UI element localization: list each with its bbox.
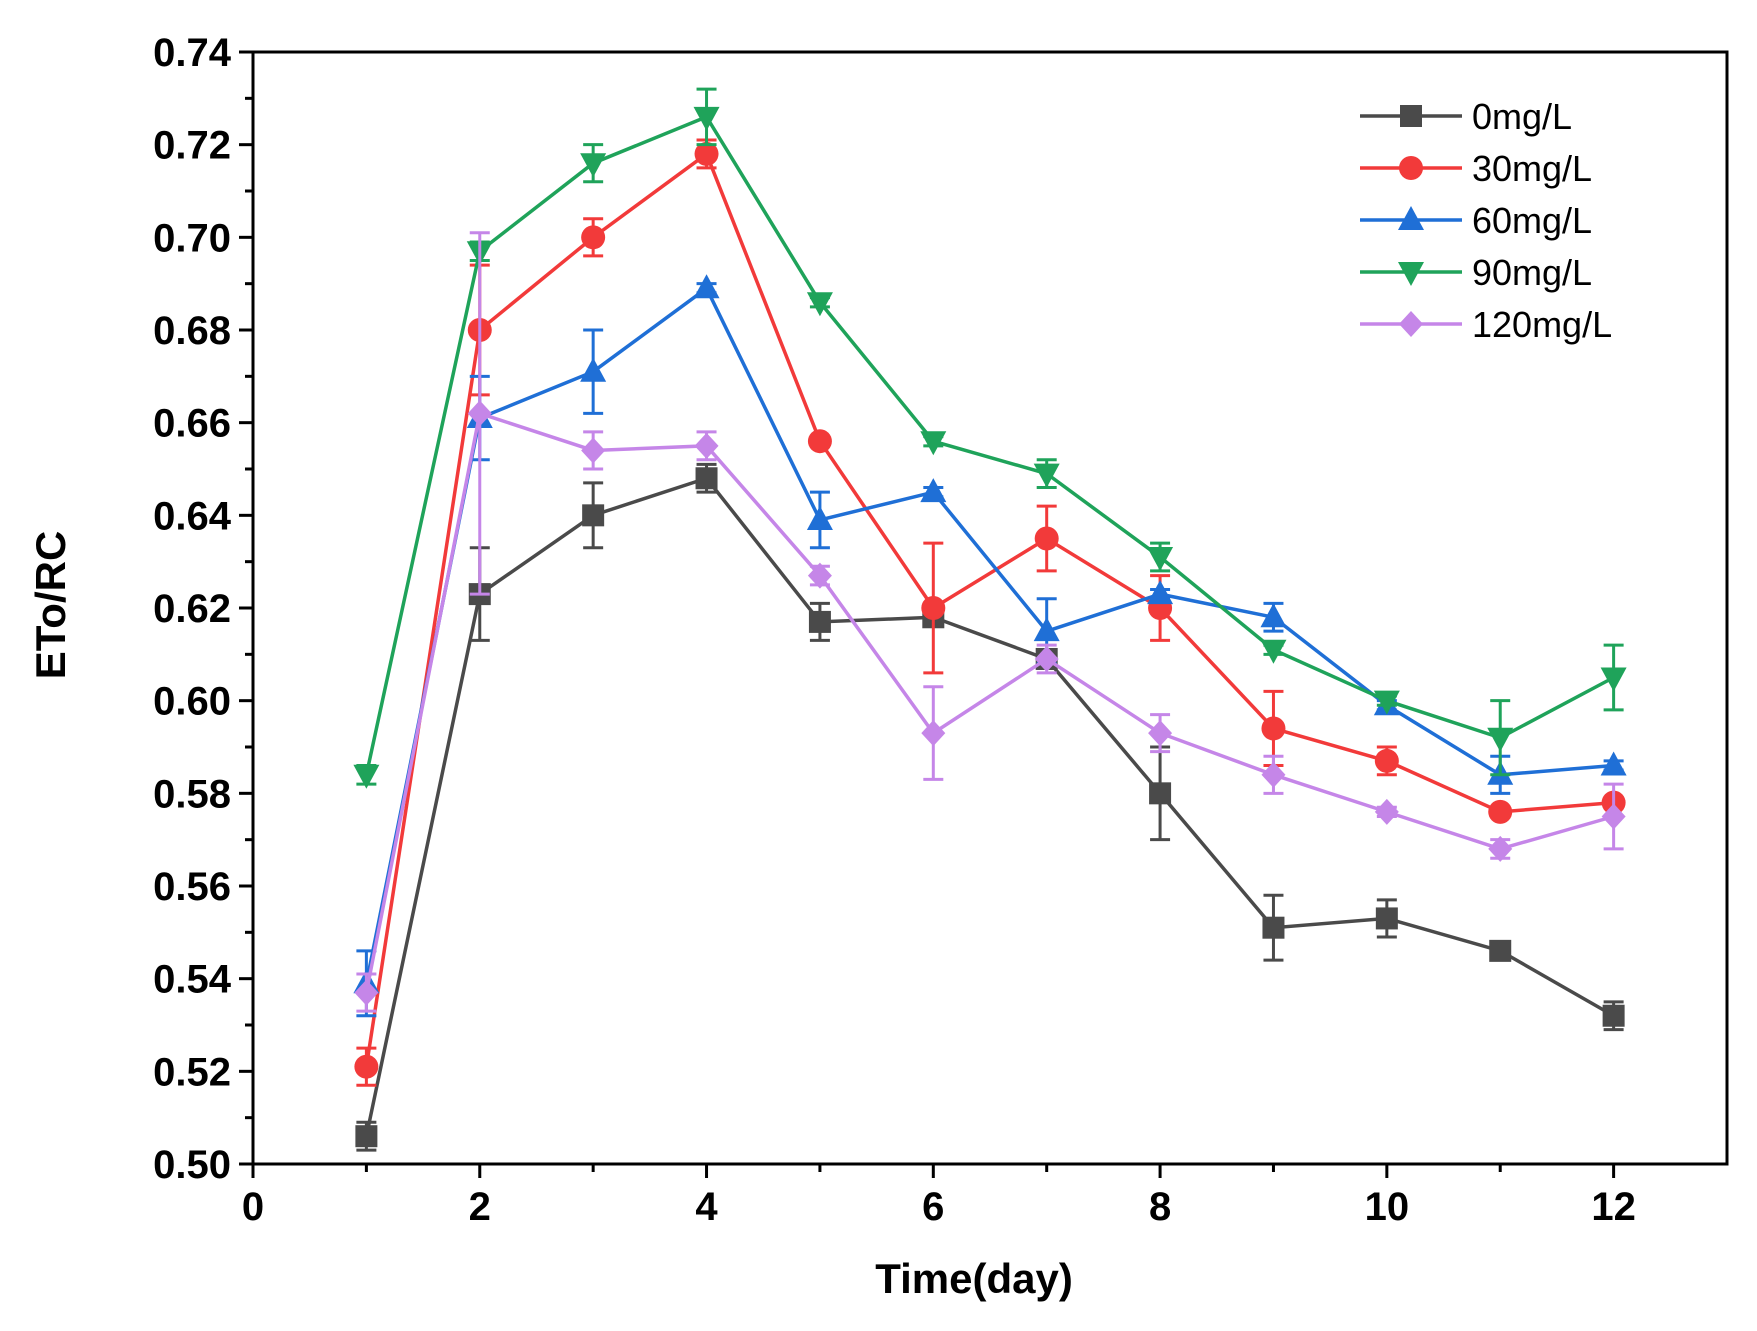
x-tick-label: 2 bbox=[469, 1185, 491, 1229]
data-point bbox=[1033, 463, 1060, 488]
data-point bbox=[1600, 751, 1627, 776]
data-point bbox=[1034, 645, 1059, 672]
legend-entry: 120mg/L bbox=[1360, 304, 1612, 345]
data-point bbox=[806, 292, 833, 317]
legend-label: 0mg/L bbox=[1472, 96, 1572, 137]
y-tick-label: 0.68 bbox=[153, 309, 231, 353]
data-point bbox=[808, 610, 831, 633]
data-point bbox=[1374, 748, 1399, 773]
x-tick-label: 12 bbox=[1591, 1185, 1636, 1229]
data-point bbox=[921, 596, 946, 620]
data-point bbox=[581, 437, 606, 464]
data-point bbox=[1373, 690, 1400, 715]
data-point bbox=[1375, 907, 1398, 930]
legend-marker bbox=[1399, 156, 1423, 180]
legend-label: 90mg/L bbox=[1472, 252, 1592, 293]
data-point bbox=[354, 979, 379, 1006]
data-point bbox=[806, 505, 833, 530]
data-point bbox=[1149, 782, 1172, 805]
data-point bbox=[582, 504, 605, 527]
data-point bbox=[1260, 639, 1287, 664]
data-point bbox=[1600, 667, 1627, 692]
data-point bbox=[355, 1125, 378, 1148]
legend-label: 60mg/L bbox=[1472, 200, 1592, 241]
y-tick-label: 0.66 bbox=[153, 402, 231, 446]
series-90mg-l bbox=[353, 87, 1627, 789]
y-tick-label: 0.74 bbox=[153, 31, 232, 75]
data-point bbox=[921, 720, 946, 747]
legend-entry: 90mg/L bbox=[1360, 252, 1592, 293]
x-tick-label: 10 bbox=[1365, 1185, 1410, 1229]
data-point bbox=[1147, 580, 1174, 605]
y-tick-label: 0.56 bbox=[153, 865, 231, 909]
y-tick-label: 0.54 bbox=[153, 958, 232, 1002]
data-point bbox=[1261, 716, 1286, 741]
x-tick-label: 6 bbox=[922, 1185, 944, 1229]
y-axis-title: ETo/RC bbox=[27, 531, 74, 680]
data-point bbox=[1487, 727, 1514, 752]
legend-entry: 60mg/L bbox=[1360, 200, 1592, 241]
data-point bbox=[580, 153, 607, 178]
data-point bbox=[1374, 798, 1399, 825]
y-tick-label: 0.60 bbox=[153, 680, 231, 724]
data-point bbox=[807, 429, 832, 454]
data-point bbox=[1034, 526, 1059, 551]
data-point bbox=[695, 467, 718, 490]
y-tick-label: 0.58 bbox=[153, 772, 231, 816]
data-point bbox=[1261, 761, 1286, 788]
y-tick-label: 0.70 bbox=[153, 216, 231, 260]
data-point bbox=[354, 1054, 379, 1079]
legend-marker bbox=[1399, 311, 1423, 337]
data-point bbox=[920, 431, 947, 456]
data-point bbox=[1260, 603, 1287, 628]
data-point bbox=[694, 432, 719, 459]
data-point bbox=[807, 562, 832, 589]
data-point bbox=[581, 225, 606, 250]
legend: 0mg/L 30mg/L 60mg/L 90mg/L 120mg/L bbox=[1360, 96, 1612, 345]
series-line bbox=[364, 285, 1614, 984]
data-point bbox=[693, 106, 720, 131]
series-120mg-l bbox=[354, 231, 1626, 1013]
data-point bbox=[353, 764, 380, 789]
series-line bbox=[364, 114, 1615, 776]
x-tick-label: 0 bbox=[242, 1185, 264, 1229]
y-tick-label: 0.52 bbox=[153, 1050, 231, 1094]
legend-label: 30mg/L bbox=[1472, 148, 1592, 189]
series-line bbox=[364, 476, 1615, 1137]
data-point bbox=[694, 141, 719, 166]
y-tick-label: 0.72 bbox=[153, 124, 231, 168]
data-point bbox=[1602, 1004, 1625, 1027]
data-point bbox=[1033, 617, 1060, 642]
data-point bbox=[1488, 799, 1513, 824]
data-point bbox=[580, 357, 607, 382]
series-line bbox=[364, 151, 1614, 1067]
data-point bbox=[1489, 939, 1512, 962]
data-point bbox=[467, 400, 492, 427]
legend-marker bbox=[1400, 105, 1422, 127]
data-point bbox=[1148, 720, 1173, 747]
y-tick-label: 0.64 bbox=[153, 494, 232, 538]
legend-marker bbox=[1398, 262, 1424, 286]
data-point bbox=[693, 274, 720, 299]
series-layer bbox=[353, 87, 1627, 1152]
axes-layer: 0 2 4 6 8 10 12 0.50 0.52 0.54 0.56 0.58 0.60 0.62 0.6… bbox=[153, 31, 1729, 1229]
data-point bbox=[920, 478, 947, 503]
y-tick-label: 0.50 bbox=[153, 1143, 231, 1187]
legend-entry: 30mg/L bbox=[1360, 148, 1592, 189]
data-point bbox=[1147, 547, 1174, 572]
series-line bbox=[364, 411, 1615, 993]
data-point bbox=[1488, 835, 1513, 862]
legend-marker bbox=[1398, 206, 1424, 230]
x-tick-label: 8 bbox=[1149, 1185, 1171, 1229]
legend-entry: 0mg/L bbox=[1360, 96, 1572, 137]
x-axis-title: Time(day) bbox=[875, 1255, 1073, 1302]
data-point bbox=[1262, 916, 1285, 939]
data-point bbox=[1601, 803, 1626, 830]
x-tick-label: 4 bbox=[695, 1185, 718, 1229]
legend-label: 120mg/L bbox=[1472, 304, 1612, 345]
y-tick-label: 0.62 bbox=[153, 587, 231, 631]
